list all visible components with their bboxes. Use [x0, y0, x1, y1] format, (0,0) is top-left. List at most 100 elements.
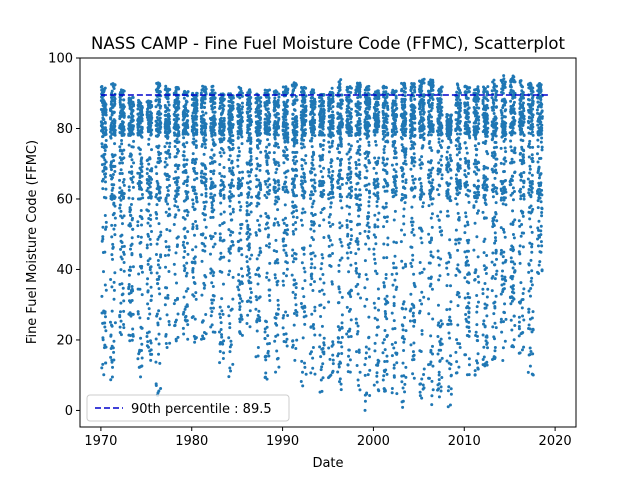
scatter-point [165, 135, 169, 139]
scatter-point [219, 188, 223, 192]
scatter-point [228, 154, 232, 158]
scatter-point [230, 126, 234, 130]
scatter-point [156, 323, 160, 327]
scatter-point [312, 323, 315, 327]
scatter-point [284, 332, 288, 336]
scatter-point [309, 350, 313, 354]
scatter-point [111, 245, 115, 249]
scatter-point [346, 363, 350, 367]
scatter-point [327, 244, 331, 248]
scatter-point [247, 123, 251, 127]
scatter-point [331, 121, 335, 125]
scatter-point [136, 220, 140, 224]
scatter-point [240, 119, 244, 123]
scatter-point [393, 209, 397, 213]
scatter-point [247, 136, 251, 140]
scatter-point [366, 373, 370, 377]
scatter-point [303, 322, 307, 326]
scatter-point [258, 139, 262, 143]
scatter-point [167, 175, 171, 179]
scatter-point [374, 143, 378, 147]
scatter-point [120, 193, 124, 197]
scatter-point [165, 163, 169, 167]
scatter-point [192, 123, 196, 127]
scatter-point [355, 202, 359, 206]
scatter-point [221, 312, 225, 316]
scatter-point [355, 174, 359, 178]
scatter-point [367, 143, 371, 147]
scatter-point [346, 370, 350, 374]
scatter-point [340, 99, 344, 103]
scatter-point [328, 104, 332, 108]
scatter-point [348, 358, 352, 362]
scatter-point [211, 127, 215, 131]
scatter-point [273, 185, 277, 189]
scatter-point [231, 207, 235, 211]
scatter-point [301, 306, 305, 310]
scatter-point [212, 298, 216, 302]
scatter-point [337, 336, 341, 340]
scatter-point [249, 147, 253, 151]
scatter-point [291, 117, 295, 121]
scatter-point [136, 310, 140, 314]
scatter-point [336, 370, 340, 374]
scatter-point [330, 243, 334, 247]
scatter-point [393, 139, 397, 143]
scatter-point [131, 175, 135, 179]
scatter-point [110, 223, 114, 227]
scatter-point [228, 350, 232, 354]
scatter-point [276, 298, 280, 302]
scatter-point [347, 192, 351, 196]
scatter-point [231, 275, 235, 279]
scatter-point [100, 294, 104, 298]
scatter-point [101, 135, 105, 139]
scatter-point [336, 157, 340, 161]
scatter-point [266, 349, 270, 353]
scatter-point [308, 244, 312, 248]
scatter-point [255, 204, 259, 208]
scatter-point [294, 286, 298, 290]
scatter-point [100, 129, 104, 133]
scatter-point [228, 247, 232, 251]
scatter-point [138, 183, 142, 187]
scatter-point [145, 189, 149, 193]
scatter-point [363, 259, 367, 263]
scatter-point [110, 324, 114, 328]
scatter-point [194, 117, 198, 121]
scatter-point [310, 170, 314, 174]
scatter-point [338, 125, 342, 129]
scatter-point [281, 218, 285, 222]
scatter-point [238, 109, 242, 113]
scatter-point [385, 334, 389, 338]
scatter-point [209, 215, 213, 219]
scatter-point [350, 234, 354, 238]
scatter-point [383, 99, 387, 103]
scatter-point [218, 104, 222, 108]
scatter-point [237, 194, 241, 198]
scatter-point [256, 313, 260, 317]
scatter-point [384, 116, 388, 120]
scatter-point [164, 210, 168, 214]
scatter-point [276, 333, 280, 337]
scatter-point [374, 269, 378, 273]
scatter-point [366, 215, 370, 219]
scatter-point [120, 245, 124, 249]
scatter-point [120, 152, 124, 156]
scatter-point [295, 215, 299, 219]
scatter-point [163, 145, 167, 149]
scatter-point [348, 166, 352, 170]
scatter-point [238, 96, 242, 100]
scatter-point [157, 118, 161, 122]
scatter-point [394, 96, 398, 100]
scatter-point [295, 174, 299, 178]
scatter-point [319, 133, 323, 137]
scatter-point [381, 351, 385, 355]
scatter-point [284, 185, 288, 189]
scatter-point [118, 103, 122, 107]
scatter-point [168, 141, 172, 145]
scatter-point [221, 103, 225, 107]
scatter-point [128, 104, 132, 108]
scatter-point [338, 136, 342, 140]
scatter-point [285, 91, 289, 95]
scatter-point [112, 111, 116, 115]
